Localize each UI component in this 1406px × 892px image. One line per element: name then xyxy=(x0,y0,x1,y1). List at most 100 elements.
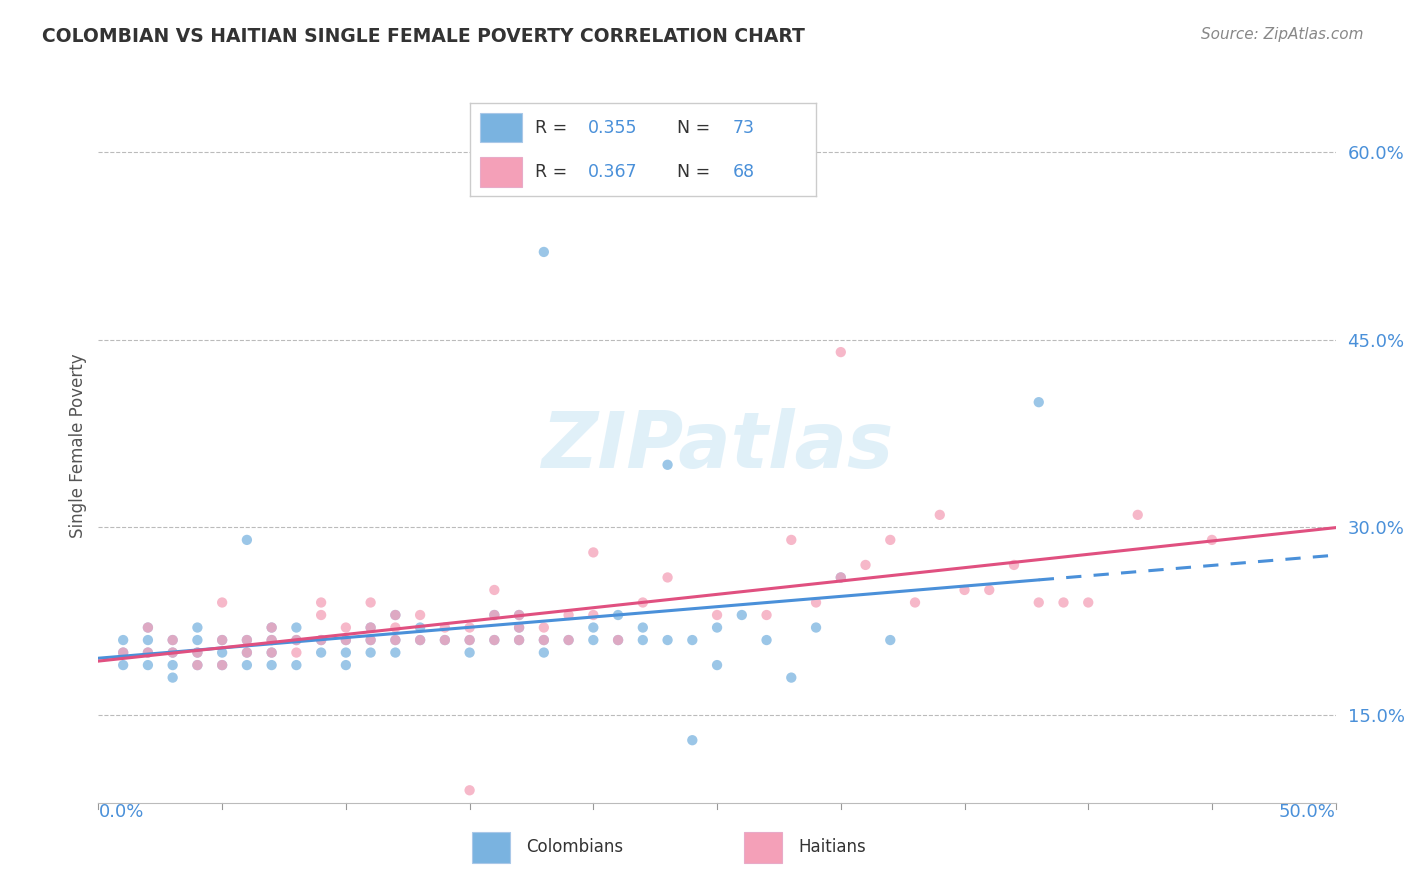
Point xyxy=(706,607,728,622)
Point xyxy=(384,607,406,622)
Point xyxy=(508,621,530,635)
Point xyxy=(360,646,382,660)
Point xyxy=(260,658,283,673)
Point xyxy=(186,646,208,660)
Point xyxy=(780,671,803,685)
Point xyxy=(112,646,135,660)
Point xyxy=(508,607,530,622)
Point xyxy=(236,633,259,648)
Text: 50.0%: 50.0% xyxy=(1279,803,1336,821)
Point xyxy=(211,658,233,673)
Point xyxy=(211,633,233,648)
Point xyxy=(211,633,233,648)
Point xyxy=(484,607,506,622)
Point xyxy=(409,633,432,648)
Point xyxy=(112,658,135,673)
Point xyxy=(458,633,481,648)
Point xyxy=(533,646,555,660)
Point xyxy=(309,633,332,648)
Point xyxy=(236,646,259,660)
Text: 0.0%: 0.0% xyxy=(98,803,143,821)
Point xyxy=(360,621,382,635)
Point xyxy=(533,633,555,648)
Point xyxy=(484,607,506,622)
Point xyxy=(582,545,605,559)
Point xyxy=(112,646,135,660)
Text: ZIPatlas: ZIPatlas xyxy=(541,408,893,484)
Point xyxy=(904,595,927,609)
Point xyxy=(879,533,901,547)
Point xyxy=(780,533,803,547)
Text: COLOMBIAN VS HAITIAN SINGLE FEMALE POVERTY CORRELATION CHART: COLOMBIAN VS HAITIAN SINGLE FEMALE POVER… xyxy=(42,27,806,45)
Point xyxy=(162,633,184,648)
Point xyxy=(533,244,555,259)
Point xyxy=(409,607,432,622)
Point xyxy=(681,633,703,648)
Point xyxy=(360,633,382,648)
Point xyxy=(384,607,406,622)
Text: Source: ZipAtlas.com: Source: ZipAtlas.com xyxy=(1201,27,1364,42)
Point xyxy=(384,633,406,648)
Point xyxy=(112,633,135,648)
Point xyxy=(631,595,654,609)
Point xyxy=(335,633,357,648)
Point xyxy=(384,633,406,648)
Point xyxy=(706,658,728,673)
Point xyxy=(458,783,481,797)
Point xyxy=(309,633,332,648)
Point xyxy=(533,621,555,635)
Point xyxy=(260,646,283,660)
Point xyxy=(186,658,208,673)
Point xyxy=(458,633,481,648)
Point xyxy=(557,607,579,622)
Point xyxy=(136,633,159,648)
Point xyxy=(1028,395,1050,409)
Point xyxy=(309,646,332,660)
Point xyxy=(657,458,679,472)
Point xyxy=(260,621,283,635)
Point xyxy=(607,607,630,622)
Point xyxy=(657,633,679,648)
Point xyxy=(1077,595,1099,609)
Point xyxy=(162,633,184,648)
Point xyxy=(631,621,654,635)
Point xyxy=(186,633,208,648)
Point xyxy=(186,658,208,673)
Point xyxy=(657,570,679,584)
Point xyxy=(433,633,456,648)
Point xyxy=(309,607,332,622)
Point xyxy=(211,595,233,609)
Point xyxy=(458,646,481,660)
Point xyxy=(607,633,630,648)
Point xyxy=(260,621,283,635)
Point xyxy=(335,658,357,673)
Point xyxy=(533,633,555,648)
Point xyxy=(360,595,382,609)
Point xyxy=(335,646,357,660)
Point xyxy=(260,633,283,648)
Point xyxy=(186,621,208,635)
Point xyxy=(706,621,728,635)
Point xyxy=(285,633,308,648)
Point xyxy=(508,633,530,648)
Point xyxy=(285,621,308,635)
Point xyxy=(162,658,184,673)
Point xyxy=(582,621,605,635)
Point xyxy=(755,607,778,622)
Point xyxy=(260,633,283,648)
Point xyxy=(136,646,159,660)
Point xyxy=(1002,558,1025,572)
Point xyxy=(1028,595,1050,609)
Point xyxy=(731,607,754,622)
Point xyxy=(804,595,827,609)
Point xyxy=(285,646,308,660)
Point xyxy=(360,621,382,635)
Point xyxy=(162,671,184,685)
Point xyxy=(236,633,259,648)
Point xyxy=(855,558,877,572)
Point xyxy=(260,646,283,660)
Point xyxy=(409,633,432,648)
Point xyxy=(136,621,159,635)
Point xyxy=(631,633,654,648)
Point xyxy=(136,621,159,635)
